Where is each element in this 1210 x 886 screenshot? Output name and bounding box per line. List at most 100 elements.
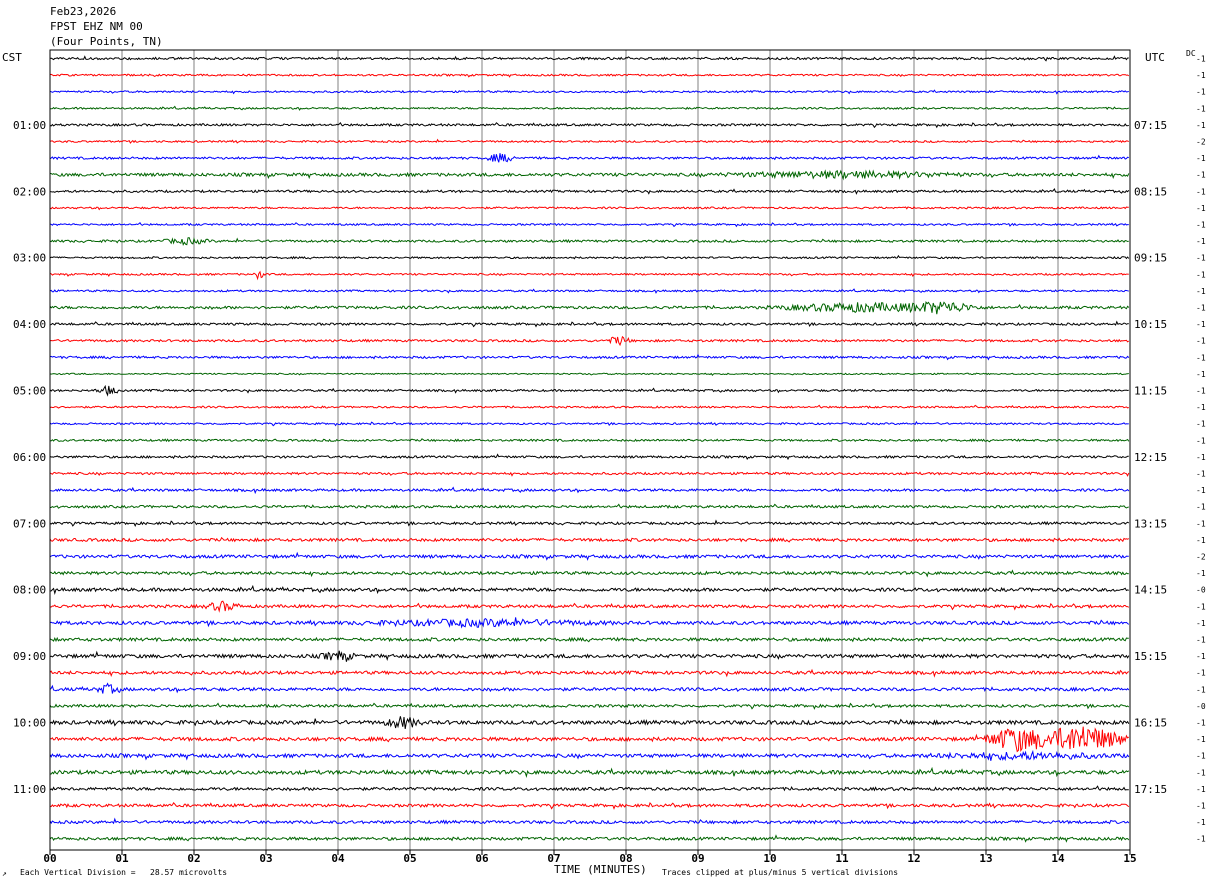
trace-row-44 — [49, 785, 1129, 792]
dc-offset-value: -1 — [1196, 104, 1206, 113]
x-tick-label: 01 — [115, 852, 129, 865]
right-hour-label: 15:15 — [1134, 650, 1167, 663]
dc-offset-value: -1 — [1196, 270, 1206, 279]
x-tick-label: 00 — [43, 852, 56, 865]
dc-offset-value: -1 — [1196, 569, 1206, 578]
x-tick-label: 03 — [259, 852, 272, 865]
dc-offset-value: -0 — [1196, 586, 1206, 595]
right-hour-label: 08:15 — [1134, 185, 1167, 198]
dc-offset-value: -1 — [1196, 187, 1206, 196]
x-tick-label: 15 — [1123, 852, 1136, 865]
corner-mark: ↗ — [2, 869, 7, 878]
header: Feb23,2026 FPST EHZ NM 00 (Four Points, … — [50, 5, 163, 48]
x-tick-label: 13 — [979, 852, 992, 865]
dc-offset-value: -1 — [1196, 470, 1206, 479]
dc-offset-value: -1 — [1196, 453, 1206, 462]
dc-offset-value: -1 — [1196, 486, 1206, 495]
left-hour-label: 05:00 — [13, 385, 46, 398]
dc-offset-value: -1 — [1196, 768, 1206, 777]
dc-offset-value: -1 — [1196, 55, 1206, 64]
dc-offset-value: -1 — [1196, 436, 1206, 445]
dc-offset-value: -1 — [1196, 204, 1206, 213]
left-timezone-label: CST — [2, 51, 22, 64]
hour-labels: 01:00 02:00 03:00 04:00 05:00 06:00 07:00 08:00… — [13, 119, 1167, 796]
dc-offset-column: -1 -1 -1 -1 -1 -2 -1 -1 -1 -1 -1 -1 -1 -1 -1 -1 -1 -1 -1 -1… — [1196, 55, 1206, 844]
trace-row-21 — [49, 404, 1129, 409]
left-hour-label: 10:00 — [13, 717, 46, 730]
right-hour-label: 07:15 — [1134, 119, 1167, 132]
trace-row-37 — [49, 668, 1130, 678]
dc-offset-value: -1 — [1196, 154, 1206, 163]
trace-row-45 — [49, 801, 1130, 810]
x-axis-label: TIME (MINUTES) — [554, 863, 647, 876]
left-hour-label: 09:00 — [13, 650, 46, 663]
dc-offset-value: -1 — [1196, 403, 1206, 412]
dc-offset-value: -1 — [1196, 652, 1206, 661]
dc-offset-value: -1 — [1196, 802, 1206, 811]
trace-row-14 — [49, 288, 1129, 294]
header-station: FPST EHZ NM 00 — [50, 20, 143, 33]
right-timezone-label: UTC — [1145, 51, 1165, 64]
trace-row-9 — [49, 206, 1129, 211]
dc-offset-value: -1 — [1196, 353, 1206, 362]
dc-offset-value: -1 — [1196, 719, 1206, 728]
dc-offset-value: -1 — [1196, 685, 1206, 694]
left-hour-label: 08:00 — [13, 584, 46, 597]
trace-row-16 — [49, 320, 1129, 328]
trace-row-22 — [49, 420, 1129, 427]
trace-row-2 — [49, 89, 1129, 95]
trace-row-15 — [49, 301, 1130, 315]
trace-row-20 — [49, 384, 1129, 397]
trace-row-47 — [49, 834, 1130, 843]
dc-offset-value: -1 — [1196, 387, 1206, 396]
trace-row-17 — [49, 335, 1130, 347]
dc-offset-value: -1 — [1196, 785, 1206, 794]
right-hour-label: 17:15 — [1134, 783, 1167, 796]
header-date: Feb23,2026 — [50, 5, 116, 18]
trace-row-34 — [49, 617, 1130, 629]
trace-row-41 — [49, 726, 1130, 753]
x-tick-label: 11 — [835, 852, 849, 865]
dc-offset-value: -1 — [1196, 121, 1206, 130]
x-tick-label: 06 — [475, 852, 489, 865]
trace-row-10 — [49, 222, 1129, 228]
right-hour-label: 10:15 — [1134, 318, 1167, 331]
dc-offset-value: -1 — [1196, 735, 1206, 744]
trace-row-12 — [49, 254, 1130, 260]
trace-row-5 — [49, 138, 1130, 144]
dc-offset-value: -1 — [1196, 636, 1206, 645]
dc-offset-value: -1 — [1196, 71, 1206, 80]
trace-row-39 — [49, 702, 1130, 710]
dc-offset-value: -1 — [1196, 752, 1206, 761]
dc-offset-value: -1 — [1196, 88, 1206, 97]
x-tick-label: 08 — [619, 852, 632, 865]
trace-row-3 — [49, 105, 1129, 111]
dc-offset-value: -1 — [1196, 254, 1206, 263]
trace-row-18 — [49, 353, 1130, 361]
trace-row-19 — [49, 372, 1129, 376]
x-tick-label: 14 — [1051, 852, 1065, 865]
dc-offset-value: -1 — [1196, 221, 1206, 230]
dc-offset-value: -1 — [1196, 320, 1206, 329]
minute-grid — [121, 50, 1059, 850]
dc-offset-value: -1 — [1196, 171, 1206, 180]
x-tick-label: 04 — [331, 852, 345, 865]
footer: ↗ Each Vertical Division = 28.57 microvo… — [2, 863, 898, 878]
x-tick-label: 09 — [691, 852, 704, 865]
dc-offset-value: -1 — [1196, 237, 1206, 246]
trace-row-29 — [49, 536, 1130, 543]
plot-frame — [49, 49, 1131, 851]
dc-offset-value: -1 — [1196, 669, 1206, 678]
right-hour-label: 12:15 — [1134, 451, 1167, 464]
trace-row-46 — [49, 817, 1130, 825]
x-tick-label: 02 — [187, 852, 200, 865]
x-axis-ticks: 00 01 02 03 04 05 06 07 08 09 10 11 12 13 14 15 — [43, 850, 1137, 865]
dc-offset-value: -1 — [1196, 519, 1206, 528]
right-hour-label: 13:15 — [1134, 517, 1167, 530]
trace-row-30 — [49, 551, 1129, 561]
trace-row-23 — [49, 438, 1130, 443]
left-hour-label: 03:00 — [13, 252, 46, 265]
x-tick-label: 07 — [547, 852, 560, 865]
right-hour-label: 09:15 — [1134, 252, 1167, 265]
